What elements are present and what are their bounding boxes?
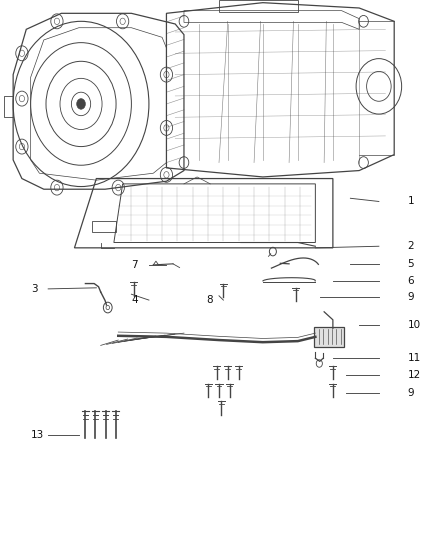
Text: 10: 10 (407, 320, 420, 330)
Text: 2: 2 (407, 241, 414, 251)
Text: 4: 4 (131, 295, 138, 305)
FancyBboxPatch shape (314, 327, 344, 347)
Text: 12: 12 (407, 370, 420, 380)
Text: 9: 9 (407, 292, 414, 302)
Text: 6: 6 (407, 276, 414, 286)
Text: 7: 7 (131, 260, 138, 270)
Text: 11: 11 (407, 353, 420, 363)
Text: 8: 8 (206, 295, 212, 305)
Text: 3: 3 (31, 284, 37, 294)
Circle shape (77, 99, 85, 109)
Text: 13: 13 (31, 431, 44, 440)
Text: 1: 1 (407, 197, 414, 206)
Text: 5: 5 (407, 259, 414, 269)
Text: 9: 9 (407, 388, 414, 398)
